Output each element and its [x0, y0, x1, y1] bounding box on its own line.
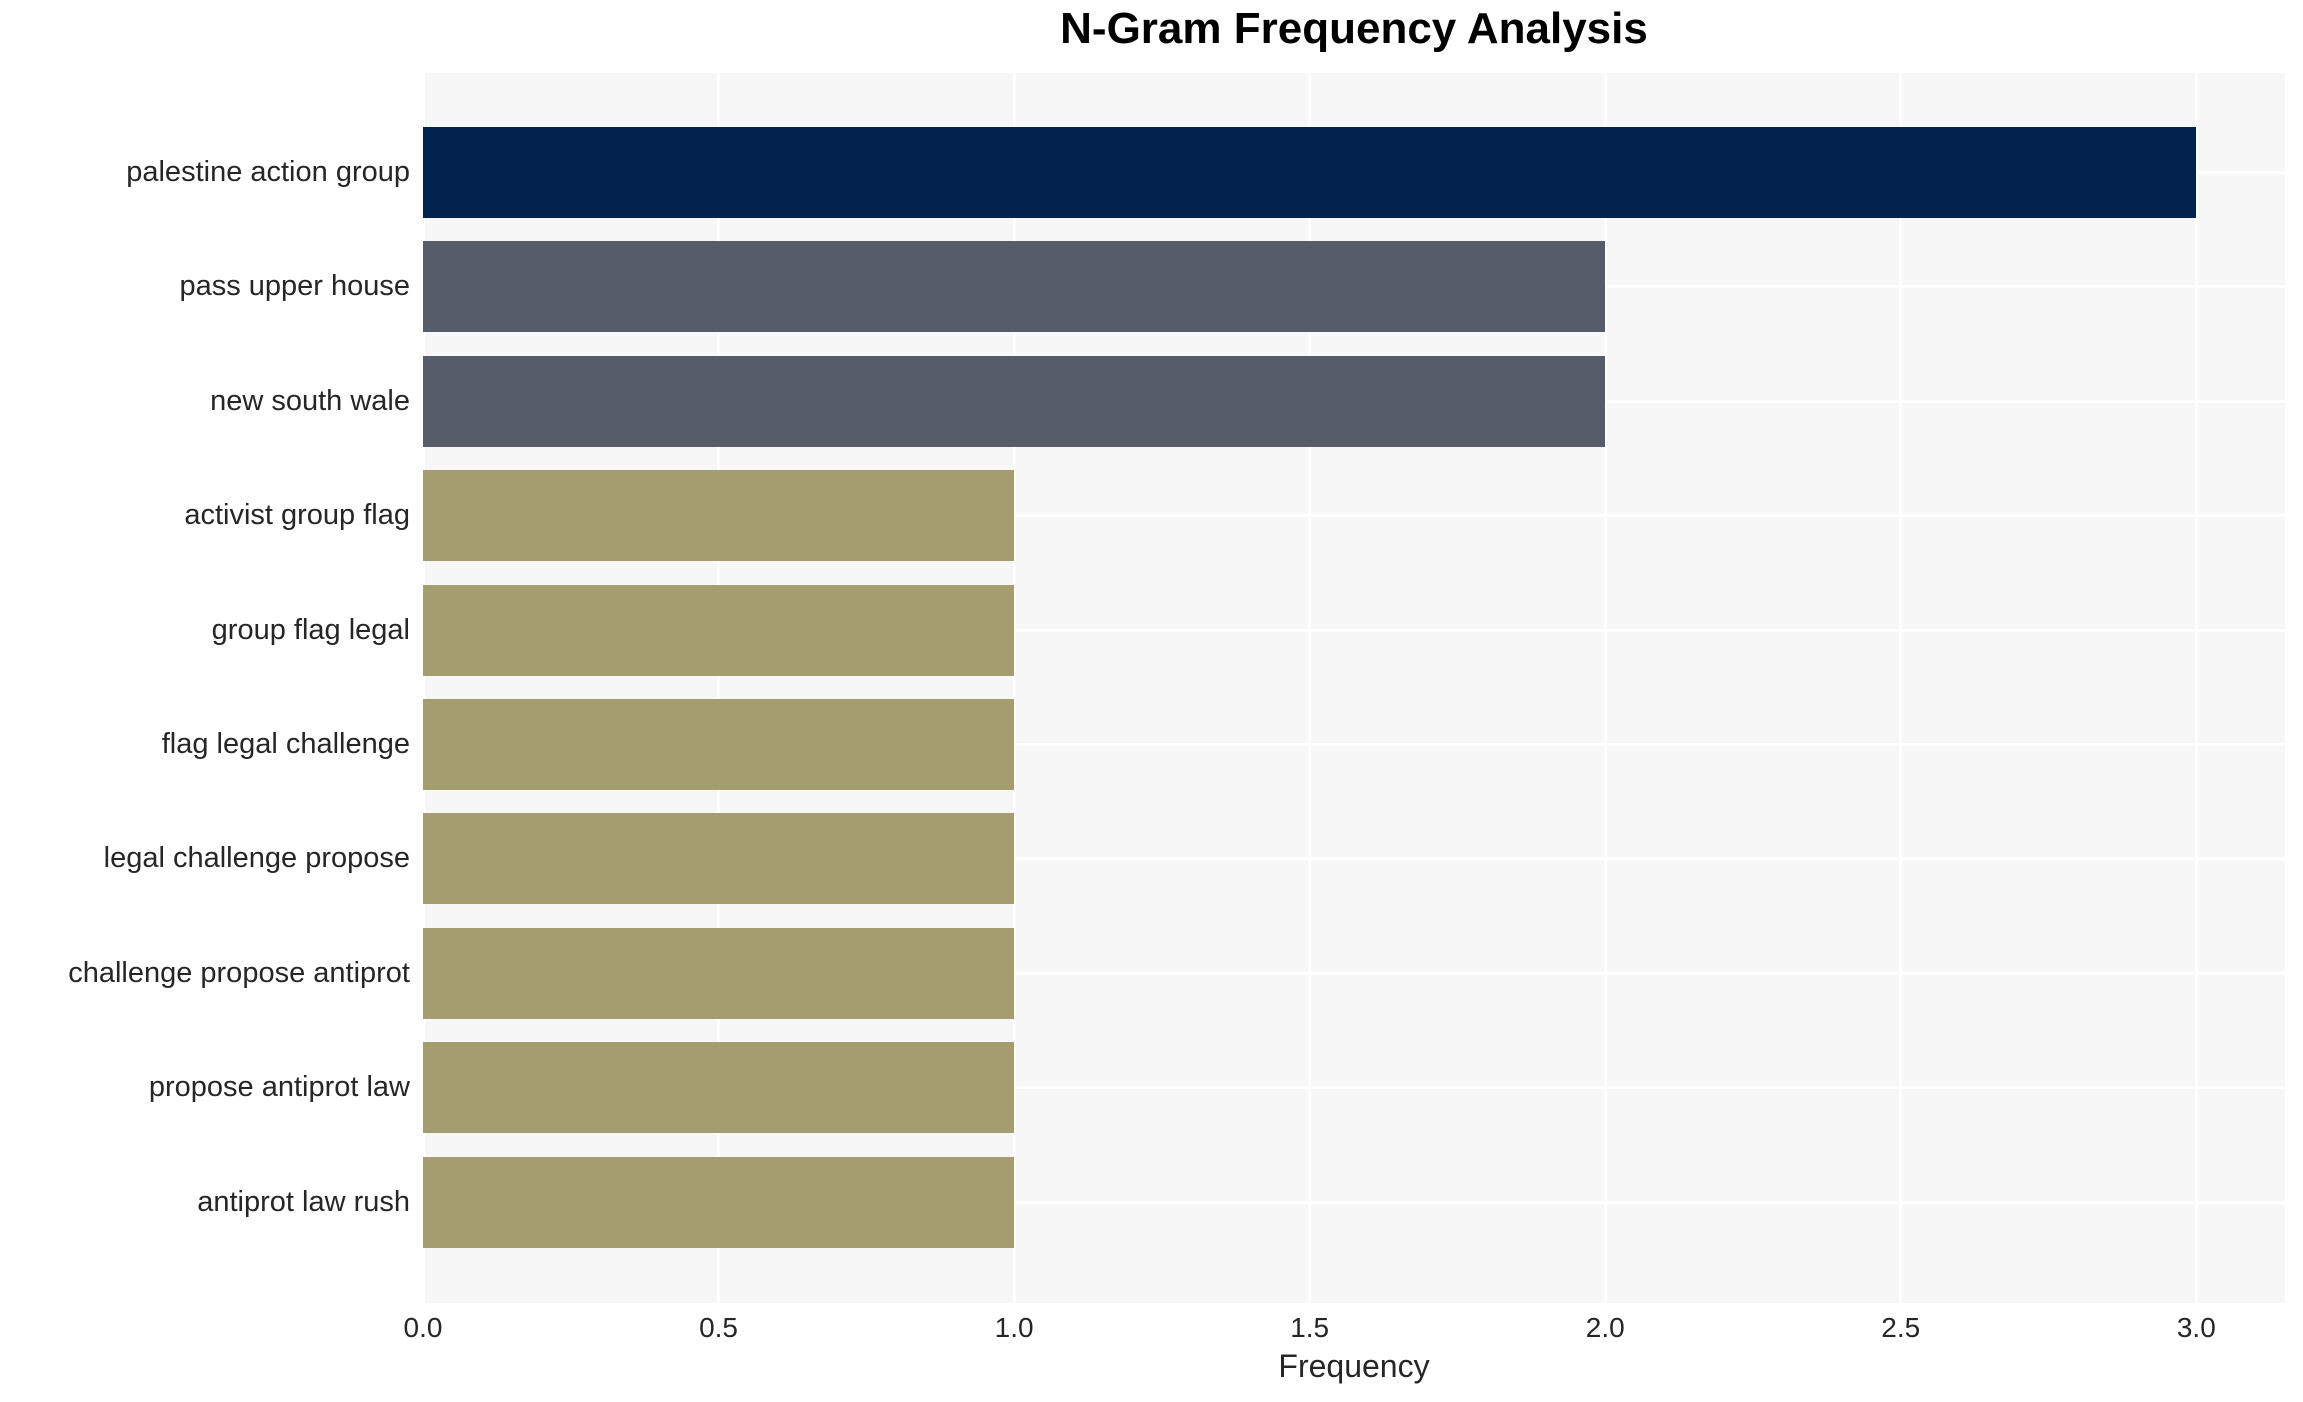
- bar-palestine-action-group: [423, 127, 2197, 218]
- bar-antiprot-law-rush: [423, 1156, 1015, 1248]
- category-label: propose antiprot law: [148, 1071, 410, 1104]
- grid-line-horizontal: [423, 514, 2285, 518]
- x-tick-label: 2.0: [1585, 1312, 1625, 1343]
- bar-new-south-wale: [423, 355, 1606, 447]
- grid-line-vertical: [1603, 73, 1607, 1303]
- grid-line-vertical: [1308, 73, 1312, 1303]
- category-label: legal challenge propose: [103, 842, 410, 875]
- grid-line-vertical: [1012, 73, 1016, 1303]
- grid-line-horizontal: [423, 628, 2285, 632]
- grid-line-vertical: [2194, 73, 2198, 1303]
- chart-title: N-Gram Frequency Analysis: [1060, 4, 1648, 53]
- x-tick-label: 0.5: [699, 1312, 739, 1343]
- grid-line-vertical: [1899, 73, 1903, 1303]
- category-label: challenge propose antiprot: [68, 956, 410, 989]
- x-tick-label: 1.0: [994, 1312, 1034, 1343]
- category-label: group flag legal: [211, 613, 410, 646]
- category-label: activist group flag: [184, 499, 410, 532]
- bar-pass-upper-house: [423, 241, 1606, 333]
- category-label: pass upper house: [179, 270, 410, 303]
- bar-activist-group-flag: [423, 470, 1015, 562]
- bar-legal-challenge-propose: [423, 813, 1015, 905]
- grid-line-vertical: [717, 73, 721, 1303]
- grid-line-horizontal: [423, 1086, 2285, 1090]
- grid-line-horizontal: [423, 743, 2285, 746]
- grid-line-horizontal: [423, 1200, 2285, 1204]
- x-tick-label: 3.0: [2176, 1312, 2216, 1343]
- x-tick-label: 0.0: [403, 1312, 443, 1343]
- grid-line-vertical: [421, 73, 425, 1303]
- category-label: new south wale: [210, 384, 410, 417]
- category-label: flag legal challenge: [161, 728, 410, 760]
- x-axis-title: Frequency: [1278, 1348, 1430, 1384]
- category-label: antiprot law rush: [197, 1185, 410, 1218]
- bar-propose-antiprot-law: [423, 1042, 1015, 1134]
- bar-flag-legal-challenge: [423, 699, 1015, 790]
- plot-area: [421, 73, 2285, 1303]
- bar-group-flag-legal: [423, 584, 1015, 676]
- x-tick-label: 1.5: [1290, 1312, 1330, 1343]
- x-tick-label: 2.5: [1881, 1312, 1921, 1343]
- grid-line-horizontal: [423, 857, 2285, 861]
- grid-line-horizontal: [423, 971, 2285, 975]
- category-label: palestine action group: [126, 156, 410, 188]
- bar-challenge-propose-antiprot: [423, 927, 1015, 1019]
